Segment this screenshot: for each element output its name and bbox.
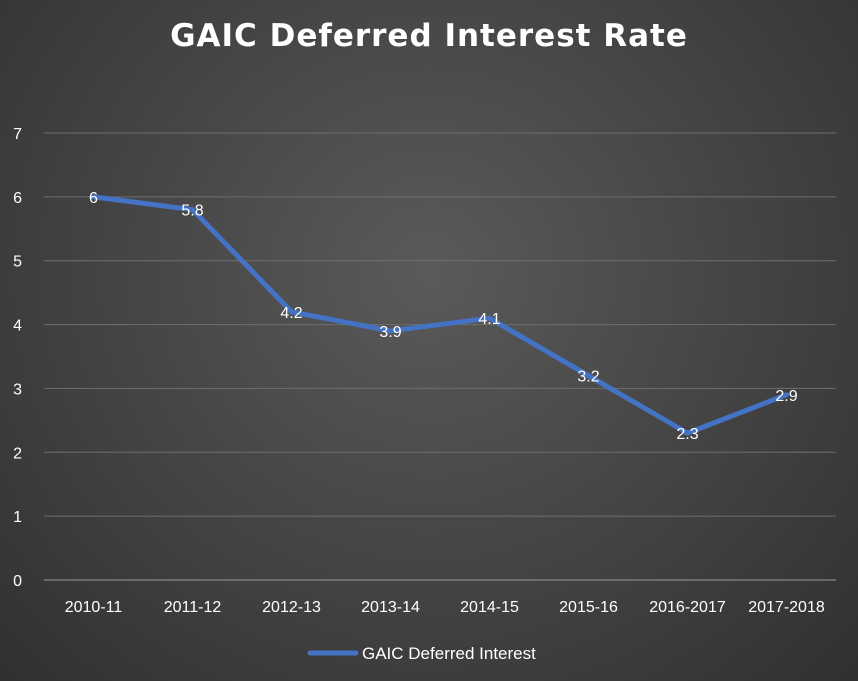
data-point <box>190 207 195 213</box>
data-point <box>91 194 96 200</box>
y-tick-label: 1 <box>13 509 22 526</box>
x-tick-label: 2012-13 <box>262 599 321 616</box>
series-line <box>91 194 789 436</box>
x-tick-label: 2014-15 <box>460 599 519 616</box>
data-point <box>784 392 789 398</box>
y-tick-label: 2 <box>13 445 22 462</box>
chart-title: GAIC Deferred Interest Rate <box>170 18 688 54</box>
data-label: 3.9 <box>379 324 401 341</box>
data-label: 2.9 <box>775 388 797 405</box>
data-label: 4.2 <box>280 305 302 322</box>
data-label: 3.2 <box>577 369 599 386</box>
x-tick-label: 2015-16 <box>559 599 618 616</box>
data-label: 6 <box>89 190 98 207</box>
data-label: 4.1 <box>478 311 500 328</box>
y-tick-label: 0 <box>13 573 22 590</box>
data-point <box>388 328 393 334</box>
data-label: 5.8 <box>181 203 203 220</box>
y-tick-label: 3 <box>13 381 22 398</box>
y-tick-label: 5 <box>13 254 22 271</box>
data-point <box>586 373 591 379</box>
x-tick-label: 2016-2017 <box>649 599 726 616</box>
y-tick-label: 4 <box>13 318 22 335</box>
y-tick-label: 6 <box>13 190 22 207</box>
x-tick-label: 2013-14 <box>361 599 420 616</box>
x-tick-label: 2011-12 <box>164 599 222 616</box>
data-point <box>685 430 690 436</box>
data-label: 2.3 <box>676 426 698 443</box>
legend-label: GAIC Deferred Interest <box>362 644 536 663</box>
y-tick-label: 7 <box>13 126 22 143</box>
x-tick-label: 2010-11 <box>65 599 123 616</box>
data-point <box>487 315 492 321</box>
data-point <box>289 309 294 315</box>
x-tick-label: 2017-2018 <box>748 599 825 616</box>
